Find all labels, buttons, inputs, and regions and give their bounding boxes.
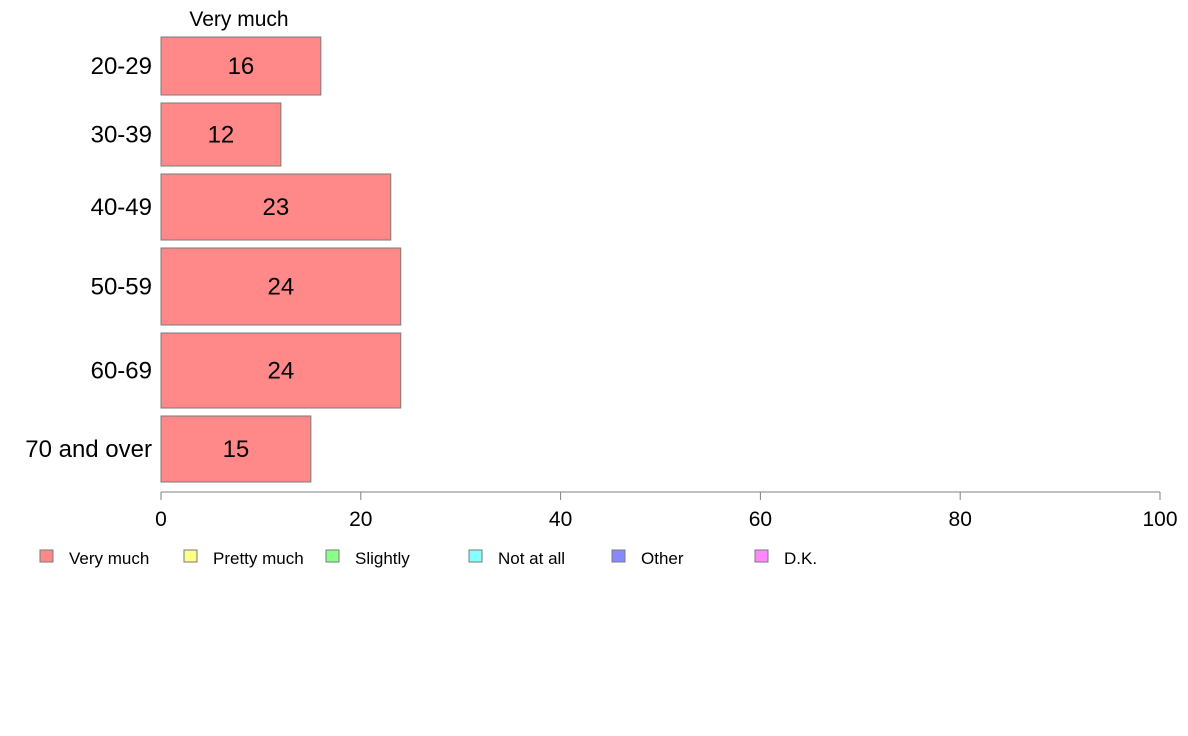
legend-swatch	[183, 549, 198, 563]
bar-value-label: 12	[208, 122, 235, 149]
category-label: 40-49	[91, 194, 152, 221]
bar-value-label: 15	[223, 436, 250, 463]
bar	[160, 173, 392, 241]
legend-label: Not at all	[498, 549, 565, 568]
category-labels: 20-29 30-39 40-49 50-59 60-69 70 and over	[25, 53, 152, 463]
x-tick-label: 60	[749, 508, 772, 531]
x-tick-label: 80	[949, 508, 972, 531]
x-tick-label: 40	[549, 508, 572, 531]
legend-label: Slightly	[355, 549, 410, 568]
legend: Very much Pretty much Slightly Not at all Ot…	[39, 549, 817, 568]
legend-swatch	[468, 549, 483, 563]
category-label: 50-59	[91, 274, 152, 301]
bar-value-label: 16	[228, 53, 255, 80]
bar	[160, 102, 282, 167]
bar-value-label: 24	[268, 274, 295, 301]
legend-swatch	[325, 549, 340, 563]
category-label: 60-69	[91, 358, 152, 385]
x-axis: 0 20 40 60 80 100	[155, 491, 1178, 531]
bar-value-label: 24	[268, 358, 295, 385]
legend-label: D.K.	[784, 549, 817, 568]
column-header: Very much	[189, 8, 288, 31]
legend-label: Other	[641, 549, 684, 568]
bar	[160, 415, 312, 483]
bar	[160, 247, 402, 326]
category-label: 20-29	[91, 53, 152, 80]
legend-swatch	[754, 549, 769, 563]
bars-group: 16 12 23 24 24 15	[160, 36, 402, 483]
x-tick-label: 100	[1142, 508, 1177, 531]
legend-label: Pretty much	[213, 549, 304, 568]
x-tick-label: 20	[349, 508, 372, 531]
bar-value-label: 23	[263, 194, 290, 221]
category-label: 30-39	[91, 122, 152, 149]
legend-swatch	[611, 549, 626, 563]
x-tick-label: 0	[155, 508, 167, 531]
legend-swatch	[39, 549, 54, 563]
bar	[160, 36, 322, 96]
bar	[160, 332, 402, 409]
category-label: 70 and over	[25, 436, 152, 463]
legend-label: Very much	[69, 549, 149, 568]
